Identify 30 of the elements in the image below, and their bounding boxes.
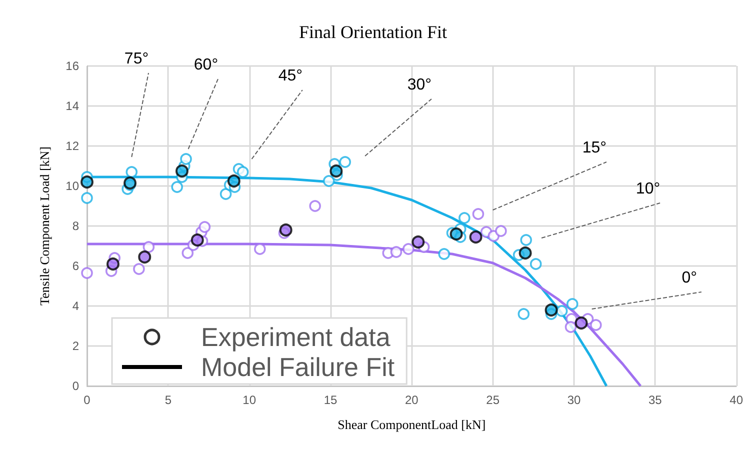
x-tick-label: 0 (84, 393, 91, 407)
y-tick-label: 8 (72, 219, 80, 233)
annotation: 60° (194, 56, 218, 74)
x-tick-label: 5 (164, 393, 172, 407)
y-tick-label: 10 (66, 179, 80, 193)
annotation: 45° (278, 68, 303, 84)
y-axis-title: Tensile Component Load [kN] (37, 146, 52, 306)
annotation: 30° (407, 76, 432, 94)
x-tick-label: 30 (567, 393, 581, 407)
x-tick-label: 10 (242, 393, 256, 407)
x-tick-label: 20 (404, 393, 419, 407)
x-tick-label: 15 (324, 393, 338, 407)
y-tick-label: 16 (66, 59, 80, 73)
y-tick-label: 6 (72, 259, 80, 273)
x-tick-label: 25 (486, 393, 500, 407)
y-tick-label: 0 (72, 379, 80, 393)
annotation: 0° (682, 270, 698, 286)
y-tick-label: 14 (66, 99, 80, 113)
annotation: 10° (636, 180, 660, 198)
x-tick-label: 35 (648, 393, 662, 407)
annotation: 15° (582, 140, 607, 156)
x-tick-label: 40 (730, 393, 744, 407)
annotation: 75° (124, 50, 149, 68)
legend-label: Model Failure Fit (201, 352, 396, 382)
chart-title: Final Orientation Fit (299, 22, 447, 42)
y-tick-label: 2 (72, 339, 80, 353)
y-tick-label: 4 (72, 299, 80, 313)
x-axis-title: Shear ComponentLoad [kN] (338, 417, 486, 432)
y-tick-label: 12 (66, 139, 80, 153)
legend-label: Experiment data (201, 322, 391, 352)
